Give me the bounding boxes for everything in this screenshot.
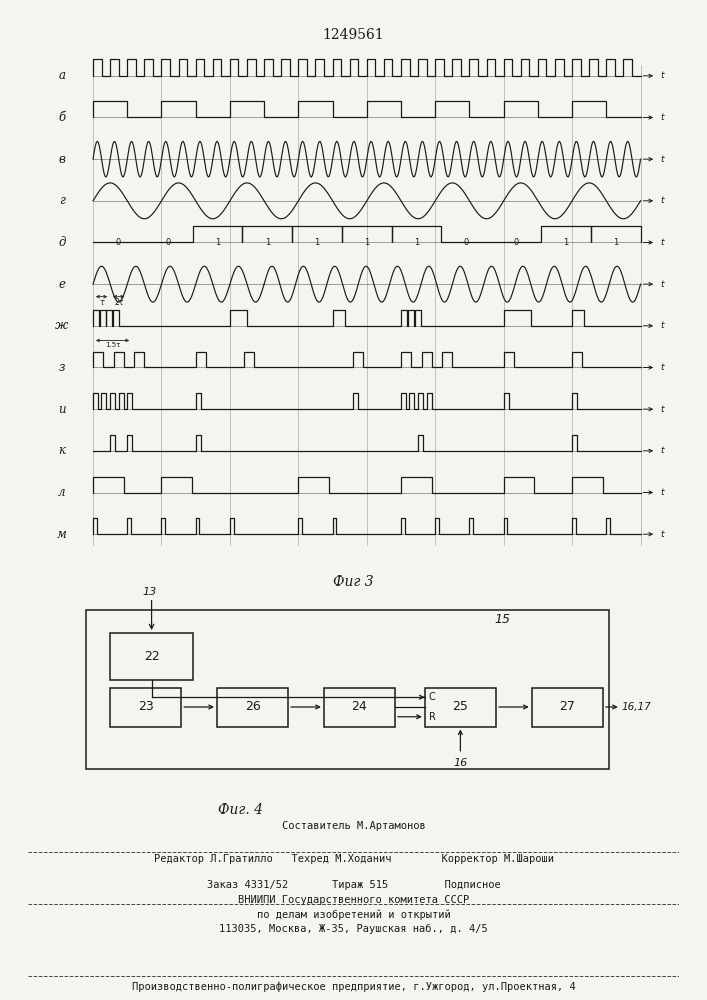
Bar bbox=[110, 688, 181, 726]
Text: 1: 1 bbox=[215, 238, 220, 247]
Text: по делам изобретений и открытий: по делам изобретений и открытий bbox=[257, 909, 450, 920]
Text: 0: 0 bbox=[513, 238, 519, 247]
Text: 15: 15 bbox=[494, 613, 510, 626]
Text: д: д bbox=[58, 236, 66, 249]
Text: τ: τ bbox=[99, 298, 104, 307]
Text: 16,17: 16,17 bbox=[622, 702, 652, 712]
Bar bbox=[110, 633, 193, 680]
Text: е: е bbox=[59, 278, 66, 291]
Text: л: л bbox=[58, 486, 66, 499]
Text: t: t bbox=[660, 155, 664, 164]
Bar bbox=[217, 688, 288, 726]
Text: Фиг 3: Фиг 3 bbox=[333, 575, 374, 589]
Text: з: з bbox=[59, 361, 65, 374]
Text: 1.5τ: 1.5τ bbox=[105, 342, 120, 348]
Text: t: t bbox=[660, 530, 664, 539]
Text: t: t bbox=[660, 488, 664, 497]
Text: 1: 1 bbox=[364, 238, 370, 247]
Text: t: t bbox=[660, 363, 664, 372]
Text: t: t bbox=[660, 280, 664, 289]
Text: 1249561: 1249561 bbox=[322, 28, 385, 42]
Text: 0: 0 bbox=[165, 238, 170, 247]
Text: 1: 1 bbox=[613, 238, 619, 247]
Text: 27: 27 bbox=[559, 700, 575, 714]
Text: 1: 1 bbox=[563, 238, 568, 247]
Text: 113035, Москва, Ж-35, Раушская наб., д. 4/5: 113035, Москва, Ж-35, Раушская наб., д. … bbox=[219, 924, 488, 934]
Text: ВНИИПИ Государственного комитета СССР: ВНИИПИ Государственного комитета СССР bbox=[238, 895, 469, 905]
Text: ж: ж bbox=[55, 319, 69, 332]
Text: t: t bbox=[660, 113, 664, 122]
Text: C: C bbox=[429, 692, 436, 702]
Text: t: t bbox=[660, 71, 664, 80]
Bar bbox=[532, 688, 603, 726]
Text: Фиг. 4: Фиг. 4 bbox=[218, 803, 263, 817]
Text: к: к bbox=[59, 444, 66, 457]
Text: t: t bbox=[660, 196, 664, 205]
Text: 22: 22 bbox=[144, 650, 160, 663]
Text: м: м bbox=[57, 528, 66, 541]
Bar bbox=[324, 688, 395, 726]
Text: б: б bbox=[59, 111, 66, 124]
Bar bbox=[86, 609, 609, 769]
Text: Составитель М.Артамонов: Составитель М.Артамонов bbox=[281, 821, 426, 831]
Text: 24: 24 bbox=[351, 700, 368, 714]
Text: 13: 13 bbox=[143, 587, 157, 597]
Text: t: t bbox=[660, 321, 664, 330]
Text: t: t bbox=[660, 405, 664, 414]
Text: а: а bbox=[59, 69, 66, 82]
Text: г: г bbox=[59, 194, 65, 207]
Text: 26: 26 bbox=[245, 700, 260, 714]
Text: в: в bbox=[59, 153, 65, 166]
Text: R: R bbox=[429, 712, 436, 722]
Text: t: t bbox=[660, 238, 664, 247]
Text: 23: 23 bbox=[138, 700, 153, 714]
Text: Производственно-полиграфическое предприятие, г.Ужгород, ул.Проектная, 4: Производственно-полиграфическое предприя… bbox=[132, 982, 575, 992]
Text: 0: 0 bbox=[464, 238, 469, 247]
Text: Заказ 4331/52       Тираж 515         Подписное: Заказ 4331/52 Тираж 515 Подписное bbox=[206, 880, 501, 890]
Text: 0: 0 bbox=[115, 238, 121, 247]
Text: 16: 16 bbox=[453, 758, 467, 768]
Text: 1: 1 bbox=[315, 238, 320, 247]
Text: t: t bbox=[660, 446, 664, 455]
Text: 1: 1 bbox=[264, 238, 270, 247]
Text: 1: 1 bbox=[414, 238, 419, 247]
Text: 25: 25 bbox=[452, 700, 468, 714]
Bar bbox=[425, 688, 496, 726]
Text: и: и bbox=[58, 403, 66, 416]
Text: Редактор Л.Гратилло   Техред М.Ходанич        Корректор М.Шароши: Редактор Л.Гратилло Техред М.Ходанич Кор… bbox=[153, 854, 554, 864]
Text: 2τ: 2τ bbox=[114, 298, 123, 307]
